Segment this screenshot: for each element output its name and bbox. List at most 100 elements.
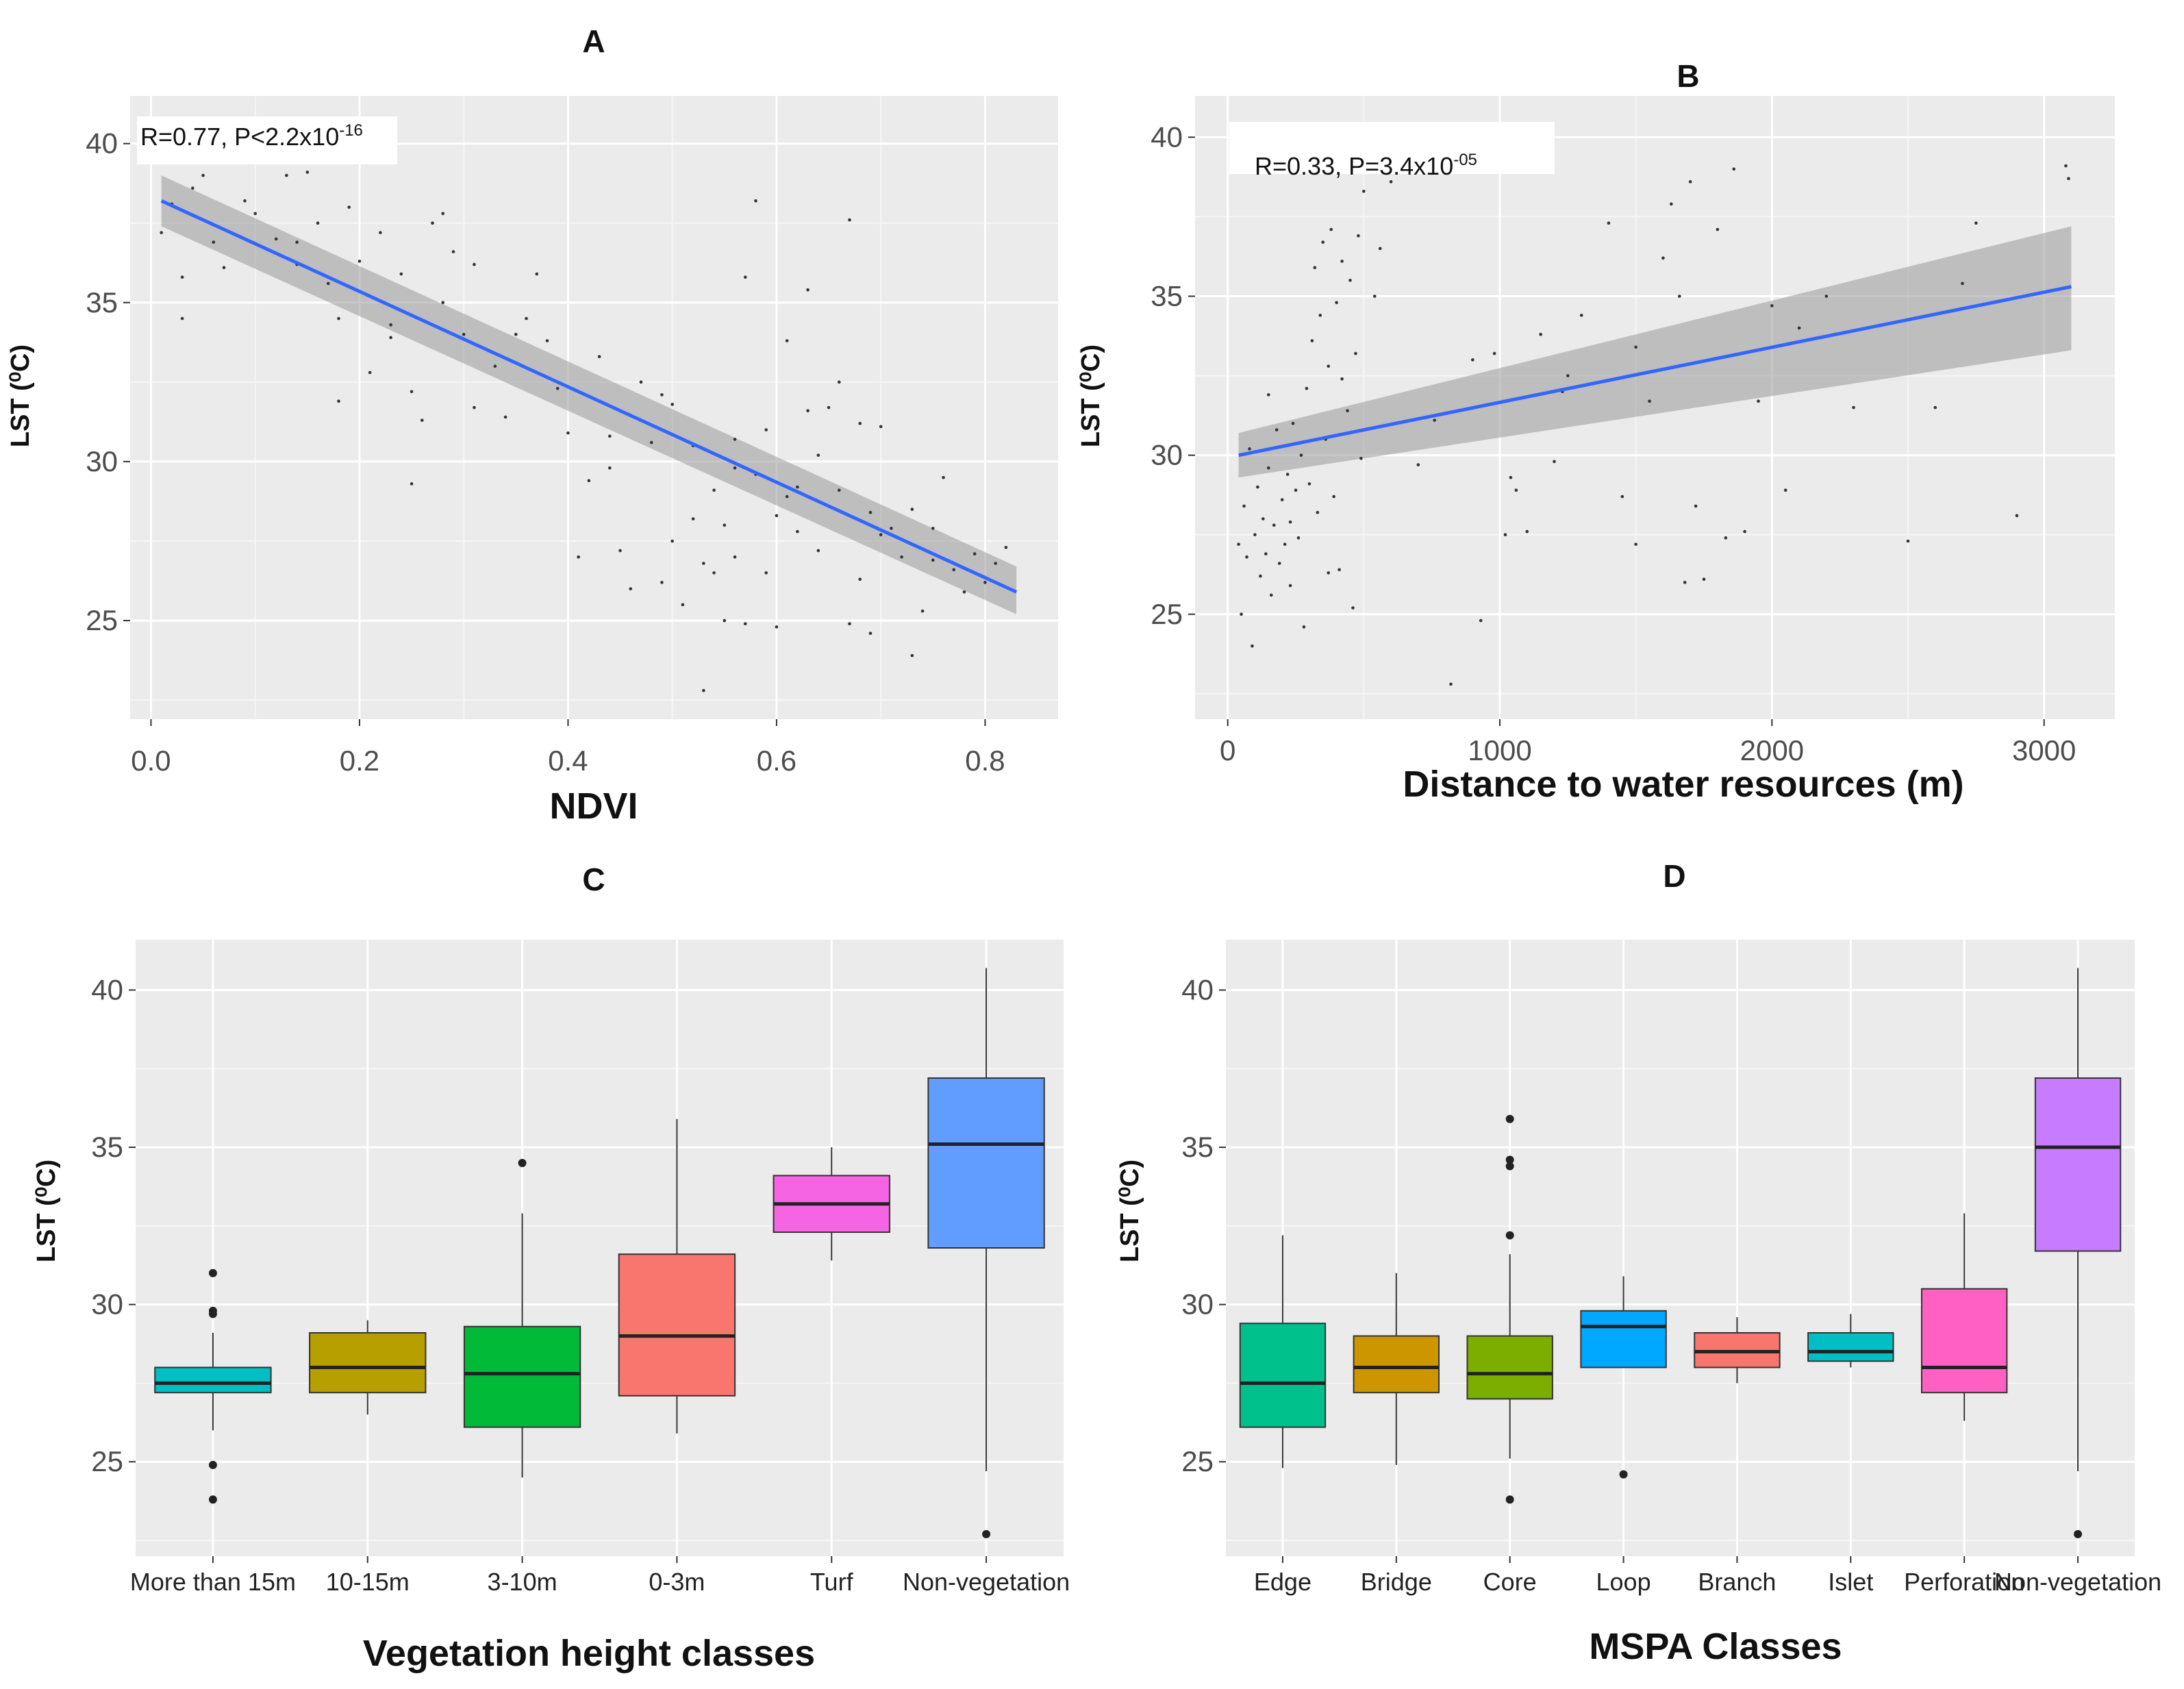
data-point [1266,393,1270,397]
outlier-point [1505,1231,1514,1240]
data-point [1291,421,1295,425]
data-point [1688,180,1692,184]
box-2 [463,1325,581,1428]
data-point [952,568,956,572]
data-point [1433,418,1436,422]
data-point [2067,177,2070,181]
data-point [827,405,831,410]
data-point [337,399,340,403]
x-tick-label: 0.4 [548,745,588,777]
data-point [1327,571,1330,575]
data-point [764,428,768,431]
data-point [316,221,320,225]
data-point [441,212,445,216]
data-point [796,485,799,489]
data-point [1503,533,1507,537]
data-point [608,466,612,470]
data-point [670,403,674,406]
x-tick-label: 0.0 [131,745,171,777]
x-category-label: Loop [1596,1568,1651,1596]
data-point [420,418,424,422]
box-5 [927,1077,1045,1249]
data-point [191,186,194,190]
data-point [796,529,799,534]
outlier-point [518,1159,527,1168]
data-point [1275,428,1279,431]
data-point [1783,488,1787,492]
data-point [1288,520,1292,524]
annotation-box [137,116,397,164]
data-point [1566,374,1570,377]
x-category-label: Non-vegetation [903,1568,1070,1596]
x-axis-label: NDVI [549,786,638,827]
data-point [1770,304,1774,308]
data-point [723,523,727,527]
x-category-label: 10-15m [326,1568,410,1596]
data-point [806,409,809,412]
data-point [1514,488,1518,492]
annotation-text: R=0.33, P=3.4x10-05 [1255,151,1477,180]
x-category-label: 3-10m [488,1568,557,1596]
data-point [1492,351,1496,355]
x-category-label: More than 15m [130,1568,296,1596]
y-tick-label: 40 [1151,121,1183,153]
data-point [1316,510,1320,514]
x-axis-label: Vegetation height classes [363,1633,815,1674]
data-point [858,421,862,425]
data-point [608,434,612,438]
data-point [942,475,945,479]
y-axis-label: LST (⁰C) [32,1160,61,1262]
data-point [1302,625,1306,629]
data-point [1354,351,1357,355]
data-point [1372,295,1377,298]
outlier-point [208,1310,217,1318]
data-point [931,527,935,530]
y-tick-label: 30 [91,1288,123,1321]
data-point [868,631,873,635]
data-point [1824,295,1829,298]
data-point [347,205,351,209]
data-point [1262,517,1265,521]
outlier-point [208,1495,217,1504]
data-point [785,495,789,499]
data-point [733,438,737,441]
panel-title: B [1677,58,1699,94]
data-point [1266,466,1270,470]
data-point [201,173,205,177]
data-point [274,237,278,241]
annotation-box [1229,122,1555,174]
data-point [837,488,841,492]
data-point [1004,545,1008,549]
y-axis-label: LST (⁰C) [1077,345,1105,447]
y-tick-label: 30 [1181,1288,1214,1321]
outlier-point [1505,1162,1514,1171]
data-point [1961,282,1964,286]
data-point [1509,475,1513,479]
plot-background [136,940,1064,1556]
panel-title: A [582,23,605,59]
data-point [2064,164,2068,168]
data-point [1359,456,1363,460]
data-point [1269,593,1273,597]
box-7 [2034,1077,2122,1252]
data-point [285,173,288,177]
data-point [1338,568,1341,572]
data-point [222,266,226,270]
data-point [1683,581,1687,584]
data-point [1318,314,1322,317]
y-tick-label: 25 [86,604,118,636]
data-point [712,571,716,575]
y-tick-label: 25 [1151,598,1183,630]
y-axis-label: LST (⁰C) [6,345,35,447]
data-point [1327,364,1330,368]
y-tick-label: 40 [1181,973,1214,1005]
data-point [431,221,434,225]
data-point [1724,536,1728,540]
data-point [379,231,382,234]
x-category-label: Islet [1828,1568,1873,1596]
data-point [1335,301,1338,305]
data-point [326,282,330,286]
data-point [1332,495,1335,499]
data-point [743,275,747,279]
